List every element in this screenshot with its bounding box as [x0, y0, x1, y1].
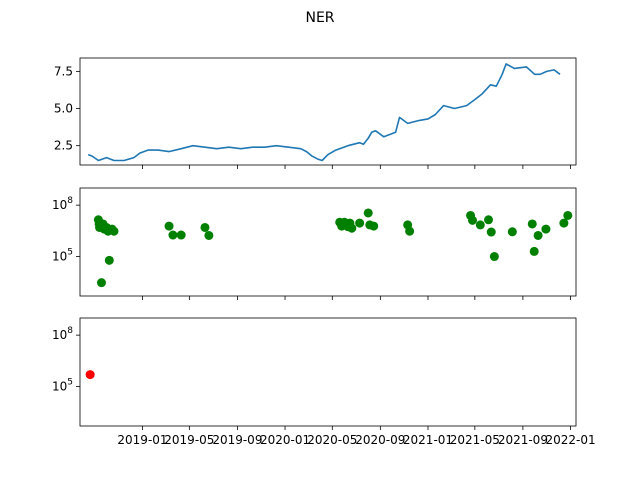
green-scatter-point [355, 218, 365, 228]
green-scatter-point [369, 221, 379, 231]
x-tick-label: 2020-09 [355, 433, 405, 447]
plot-frame-2 [79, 187, 577, 297]
plot-frame-1 [79, 57, 577, 166]
x-tick-label: 2019-01 [117, 433, 167, 447]
green-scatter-point [507, 227, 517, 237]
green-scatter-point [176, 230, 186, 240]
x-tick-label: 2020-01 [260, 433, 310, 447]
green-scatter-point [164, 221, 174, 231]
x-tick-label: 2021-05 [450, 433, 500, 447]
green-scatter-point [347, 223, 357, 233]
green-scatter-point [168, 230, 178, 240]
plot-frame-3 [79, 317, 577, 427]
green-scatter-point [405, 226, 415, 236]
green-scatter-point [529, 246, 539, 256]
y-tick-label: 105 [52, 248, 73, 264]
x-tick-label: 2019-05 [164, 433, 214, 447]
green-scatter-point [484, 215, 494, 225]
chart-title: NER [305, 10, 334, 26]
y-tick-label: 108 [52, 326, 73, 342]
green-scatter-point [527, 219, 537, 229]
green-scatter-point [468, 215, 478, 225]
green-scatter-point [533, 230, 543, 240]
green-scatter-point [489, 252, 499, 262]
price-series-line [87, 63, 561, 162]
green-scatter-point [104, 255, 114, 265]
x-tick-label: 2022-01 [545, 433, 595, 447]
green-scatter-point [541, 224, 551, 234]
y-tick-label: 105 [52, 378, 73, 394]
x-tick-label: 2021-09 [498, 433, 548, 447]
green-scatter-point [486, 227, 496, 237]
x-tick-label: 2020-05 [307, 433, 357, 447]
green-scatter-point [563, 210, 573, 220]
green-scatter-point [109, 226, 119, 236]
y-tick-label: 5.0 [54, 102, 73, 116]
y-tick-label: 7.5 [54, 64, 73, 78]
green-scatter-point [475, 220, 485, 230]
y-tick-label: 108 [52, 196, 73, 212]
green-scatter-point [559, 218, 569, 228]
green-scatter-point [96, 278, 106, 288]
green-scatter-point [363, 208, 373, 218]
x-tick-label: 2021-01 [403, 433, 453, 447]
green-scatter-point [204, 230, 214, 240]
x-tick-label: 2019-09 [212, 433, 262, 447]
red-scatter-point [85, 370, 95, 380]
green-scatter-point [200, 222, 210, 232]
y-tick-label: 2.5 [54, 139, 73, 153]
